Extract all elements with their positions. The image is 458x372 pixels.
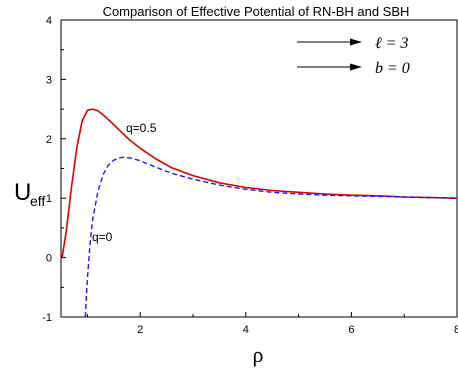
x-tick-label: 8 (454, 324, 458, 336)
axis-ticks: -1 0 1 2 3 4 2 4 6 8 (42, 15, 458, 336)
series-lines (61, 108, 458, 318)
chart-title: Comparison of Effective Potential of RN-… (103, 4, 410, 19)
series-line-q0 (84, 156, 458, 318)
legend-entry-b: b = 0 (375, 60, 410, 77)
legend: ℓ = 3 b = 0 (297, 35, 410, 77)
series-line-q05 (61, 108, 458, 258)
series-label-q0: q=0 (92, 230, 113, 244)
x-tick-label: 2 (137, 324, 143, 336)
y-axis-label-main: U (14, 179, 31, 206)
legend-arrowhead-2 (350, 63, 362, 71)
x-tick-label: 6 (348, 324, 354, 336)
y-tick-label: 0 (46, 253, 52, 265)
x-tick-label: 4 (243, 324, 249, 336)
series-label-q05: q=0.5 (126, 121, 157, 135)
y-tick-label: 1 (46, 193, 52, 205)
x-axis-label: ρ (253, 342, 264, 367)
y-axis-label-sub: eff (30, 193, 45, 209)
y-axis-label: U eff (14, 179, 45, 209)
y-tick-label: -1 (42, 312, 52, 324)
y-tick-label: 3 (46, 74, 52, 86)
legend-arrowhead-1 (350, 38, 362, 46)
y-tick-label: 2 (46, 134, 52, 146)
legend-entry-ell: ℓ = 3 (375, 35, 408, 52)
y-tick-label: 4 (46, 15, 52, 27)
